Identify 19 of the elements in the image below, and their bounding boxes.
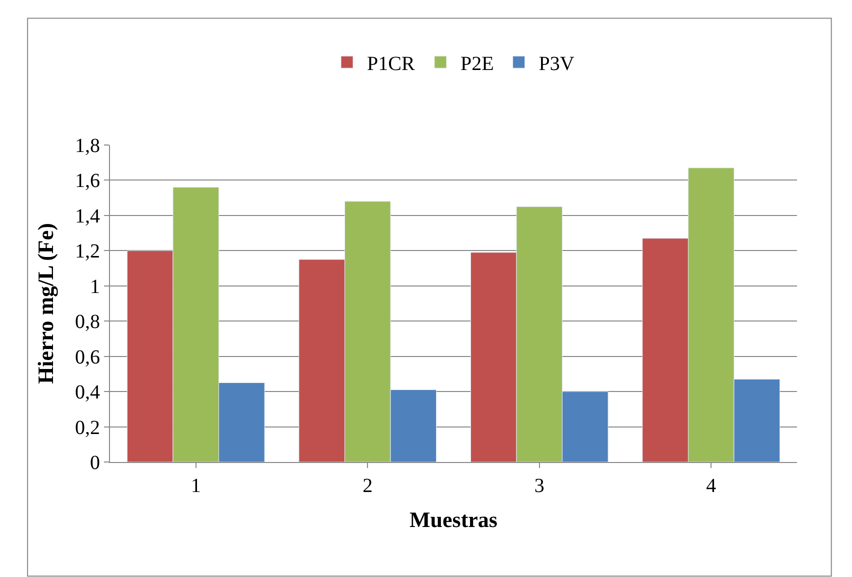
x-tick-label: 1: [190, 475, 201, 497]
legend-label: P3V: [538, 52, 575, 75]
legend-label: P2E: [460, 52, 494, 75]
x-tick-label: 4: [706, 475, 716, 497]
y-tick-label: 0,4: [75, 382, 100, 404]
y-tick-label: 0,6: [75, 346, 100, 368]
y-tick-label: 1,2: [75, 240, 100, 263]
y-tick-label: 0,2: [75, 416, 100, 439]
y-tick-label: 0,8: [75, 311, 100, 334]
x-axis-title: Muestras: [410, 506, 498, 532]
y-axis-title: Hierro mg/L (Fe): [32, 223, 58, 384]
x-tick-label: 2: [362, 475, 373, 497]
y-tick-label: 1,8: [75, 135, 100, 157]
y-tick-label: 0: [90, 452, 100, 474]
y-tick-label: 1,6: [75, 170, 100, 192]
legend-label: P1CR: [367, 52, 416, 75]
y-tick-label: 1: [90, 276, 100, 298]
y-tick-label: 1,4: [75, 205, 100, 228]
x-tick-label: 3: [534, 475, 544, 497]
